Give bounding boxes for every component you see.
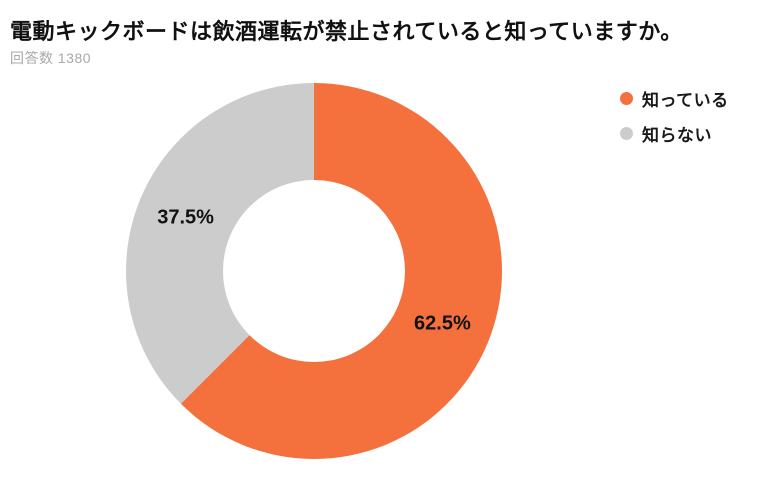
legend-item-not-knowing[interactable]: 知らない <box>620 121 729 146</box>
slice-label-knowing: 62.5% <box>414 312 471 335</box>
slice-label-not-knowing: 37.5% <box>157 206 214 229</box>
respondent-count: 回答数 1380 <box>10 48 91 68</box>
donut-chart: 62.5% 37.5% <box>126 83 502 459</box>
respondent-count-label: 回答数 <box>10 50 54 66</box>
legend-dot-gray-icon <box>620 127 633 140</box>
legend-dot-orange-icon <box>620 92 633 105</box>
chart-title: 電動キックボードは飲酒運転が禁止されていると知っていますか。 <box>10 19 683 44</box>
donut-hole <box>223 180 405 362</box>
legend: 知っている 知らない <box>620 86 729 146</box>
legend-item-knowing[interactable]: 知っている <box>620 86 729 111</box>
legend-label-not-knowing: 知らない <box>642 126 712 145</box>
legend-label-knowing: 知っている <box>642 91 729 110</box>
respondent-count-value: 1380 <box>57 50 92 66</box>
